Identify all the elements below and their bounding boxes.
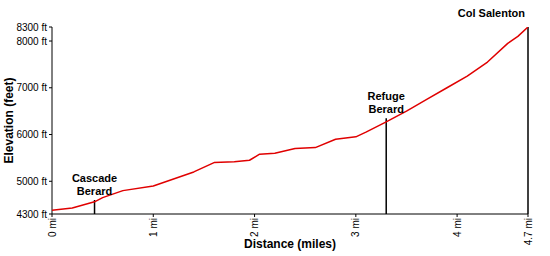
annotation-label: Col Salenton [458, 7, 526, 19]
y-tick-label: 6000 ft [16, 129, 47, 140]
annotation-word: Berard [368, 103, 403, 115]
x-tick-label: 2 mi [249, 218, 260, 237]
y-tick [49, 27, 52, 28]
y-tick [49, 41, 52, 42]
y-axis [52, 27, 53, 214]
x-tick-label: 4 mi [452, 218, 463, 237]
x-tick-label: 4.7 mi [523, 218, 534, 245]
annotation-word: Cascade [72, 172, 117, 184]
y-axis-title: Elevation (feet) [2, 77, 16, 163]
annotation-word: Berard [77, 185, 112, 197]
x-tick [457, 214, 458, 217]
x-tick [355, 214, 356, 217]
x-tick [153, 214, 154, 217]
annotation-label: CascadeBerard [72, 172, 117, 197]
annotation-line [527, 27, 529, 214]
x-tick [254, 214, 255, 217]
x-tick-label: 3 mi [350, 218, 361, 237]
elevation-line [52, 27, 528, 210]
y-tick [49, 134, 52, 135]
y-tick-label: 5000 ft [16, 176, 47, 187]
y-tick [49, 87, 52, 88]
annotation-word: Refuge [368, 90, 405, 102]
chart: 4300 ft 5000 ft 6000 ft 7000 ft 8000 ft 8300 … [0, 0, 550, 256]
y-tick [49, 181, 52, 182]
y-tick-label: 7000 ft [16, 82, 47, 93]
x-axis [52, 214, 528, 215]
x-axis-title: Distance (miles) [244, 237, 336, 251]
annotation-line [385, 118, 387, 214]
y-tick-label: 4300 ft [16, 209, 47, 220]
annotation-label: RefugeBerard [368, 90, 405, 115]
x-tick-label: 0 mi [47, 218, 58, 237]
x-tick [52, 214, 53, 217]
plot-area [52, 27, 528, 210]
y-tick-label: 8000 ft [16, 36, 47, 47]
y-tick-label: 8300 ft [16, 22, 47, 33]
x-tick [528, 214, 529, 217]
x-tick-label: 1 mi [148, 218, 159, 237]
